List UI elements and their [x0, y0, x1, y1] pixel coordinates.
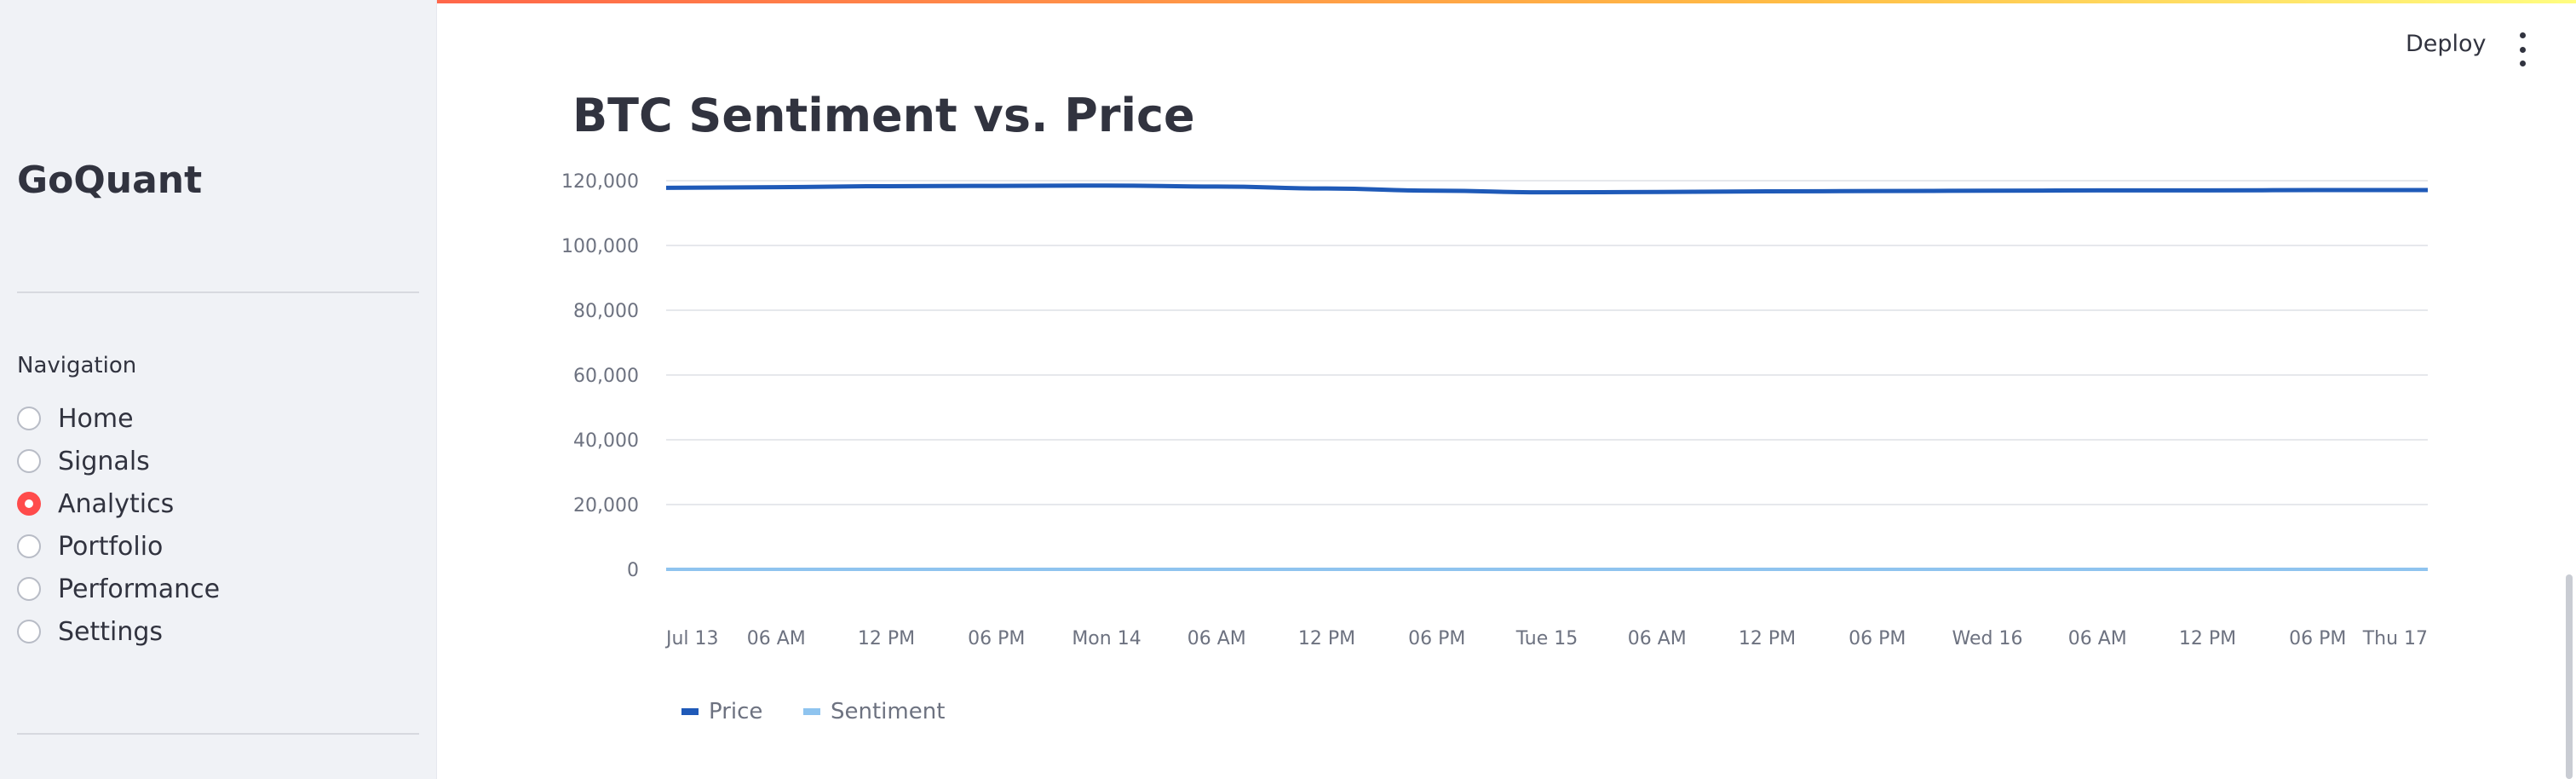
- top-decoration-bar: [0, 0, 2576, 3]
- legend-swatch-price: [681, 708, 699, 715]
- legend-label-price[interactable]: Price: [709, 699, 762, 724]
- nav-item-label: Signals: [58, 446, 150, 476]
- deploy-button[interactable]: Deploy: [2406, 31, 2487, 57]
- y-tick-label: 100,000: [561, 236, 639, 257]
- nav-item-label: Analytics: [58, 488, 175, 519]
- brand-title: GoQuant: [17, 159, 203, 202]
- navigation-radio-group: Home Signals Analytics Portfolio Perform…: [17, 397, 220, 653]
- y-tick-label: 120,000: [561, 171, 639, 193]
- radio-button[interactable]: [17, 620, 41, 643]
- y-tick-label: 80,000: [573, 301, 639, 322]
- more-vertical-icon[interactable]: [2510, 32, 2535, 66]
- y-tick-label: 20,000: [573, 495, 639, 516]
- legend-swatch-sentiment: [803, 708, 820, 715]
- x-tick-label: 06 PM: [968, 628, 1025, 649]
- x-tick-label: Jul 13: [664, 628, 719, 649]
- nav-item-label: Performance: [58, 574, 221, 604]
- nav-item-settings[interactable]: Settings: [17, 610, 220, 653]
- radio-button[interactable]: [17, 449, 41, 473]
- nav-item-label: Home: [58, 403, 134, 434]
- navigation-label: Navigation: [17, 353, 137, 378]
- radio-button-selected[interactable]: [17, 492, 41, 516]
- series-line-price: [665, 183, 2428, 195]
- x-tick-label: Tue 15: [1515, 628, 1578, 649]
- x-tick-label: 06 AM: [1187, 628, 1246, 649]
- x-tick-label: 06 AM: [1628, 628, 1687, 649]
- x-tick-label: 12 PM: [2179, 628, 2236, 649]
- x-tick-label: Mon 14: [1072, 628, 1141, 649]
- x-tick-label: Thu 17: [2362, 628, 2428, 649]
- nav-item-analytics[interactable]: Analytics: [17, 482, 220, 525]
- radio-button[interactable]: [17, 407, 41, 430]
- x-tick-label: 06 PM: [2289, 628, 2346, 649]
- x-tick-label: 06 PM: [1408, 628, 1465, 649]
- page-title: BTC Sentiment vs. Price: [572, 89, 1195, 142]
- nav-item-performance[interactable]: Performance: [17, 568, 220, 610]
- nav-item-portfolio[interactable]: Portfolio: [17, 525, 220, 568]
- x-tick-label: 06 AM: [747, 628, 806, 649]
- sidebar: GoQuant Navigation Home Signals Analytic…: [0, 0, 437, 779]
- x-tick-label: 12 PM: [1739, 628, 1796, 649]
- x-tick-label: 06 PM: [1849, 628, 1906, 649]
- y-tick-label: 40,000: [573, 430, 639, 452]
- nav-item-home[interactable]: Home: [17, 397, 220, 440]
- sidebar-divider-bottom: [17, 733, 419, 735]
- sidebar-divider-top: [17, 291, 419, 293]
- y-tick-label: 0: [627, 560, 639, 581]
- x-tick-label: 12 PM: [858, 628, 915, 649]
- legend-label-sentiment[interactable]: Sentiment: [831, 699, 945, 724]
- radio-button[interactable]: [17, 534, 41, 558]
- nav-item-label: Portfolio: [58, 531, 164, 562]
- x-tick-label: 12 PM: [1298, 628, 1355, 649]
- x-tick-label: 06 AM: [2068, 628, 2127, 649]
- scrollbar[interactable]: [2566, 574, 2573, 779]
- y-tick-label: 60,000: [573, 366, 639, 387]
- nav-item-signals[interactable]: Signals: [17, 440, 220, 482]
- x-tick-label: Wed 16: [1952, 628, 2023, 649]
- nav-item-label: Settings: [58, 616, 164, 647]
- radio-button[interactable]: [17, 577, 41, 601]
